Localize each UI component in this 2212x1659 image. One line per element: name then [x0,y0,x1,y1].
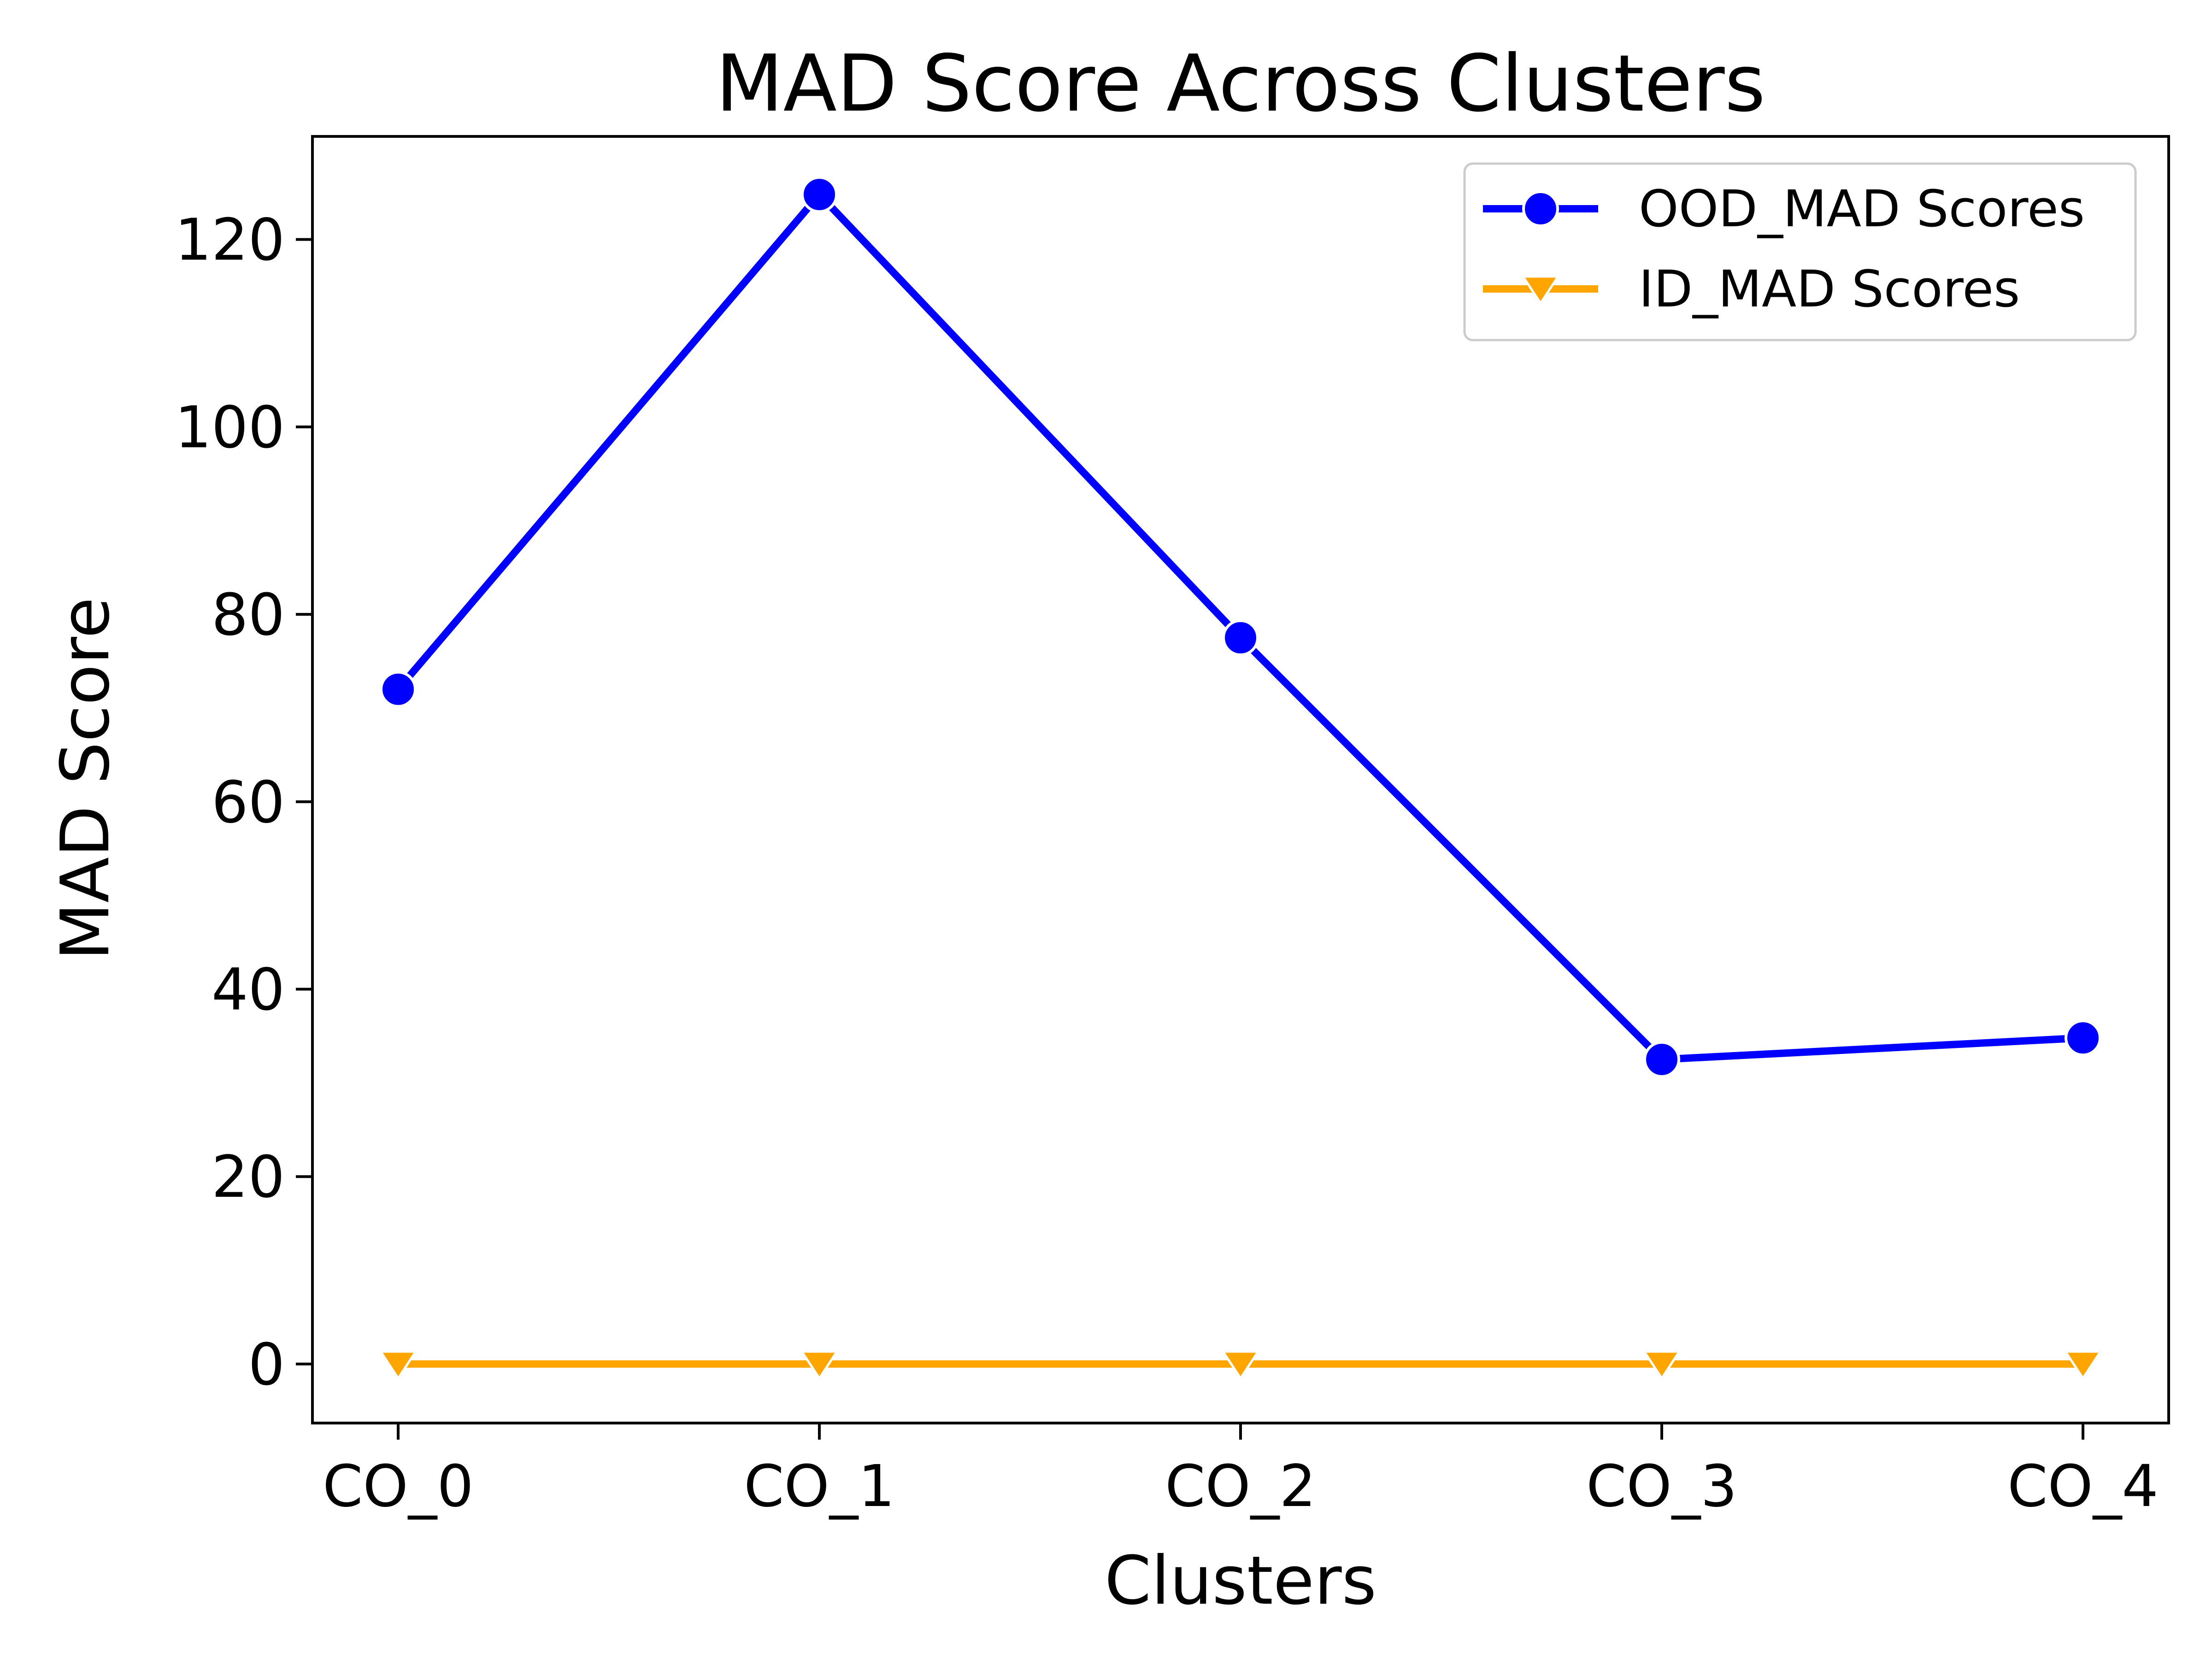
data-point-ood-mad-scores-2 [1222,619,1259,656]
legend-label-ood-mad-scores: OOD_MAD Scores [1639,179,2085,238]
data-point-id-mad-scores-3 [1642,1350,1682,1381]
axes: 0 20 40 60 80 100 120 CO_0 CO_1 CO_2 CO_3 CO_4 [175,135,2170,1520]
x-tick-label: CO_1 [744,1453,895,1520]
legend-marker-id-mad-scores [1521,275,1560,306]
legend-marker-ood-mad-scores [1522,190,1559,227]
y-tick-label: 80 [212,582,285,648]
chart-title: MAD Score Across Clusters [716,38,1765,129]
data-point-ood-mad-scores-0 [380,671,417,708]
data-point-id-mad-scores-1 [800,1350,839,1381]
y-tick-label: 40 [212,956,285,1023]
y-tick-label: 0 [248,1331,285,1398]
y-tick-label: 20 [212,1144,285,1211]
y-tick-label: 100 [175,394,285,461]
y-tick-label: 60 [212,769,285,836]
x-axis-label: Clusters [1105,1542,1377,1620]
x-tick-label: CO_4 [2007,1453,2159,1520]
data-point-ood-mad-scores-1 [801,176,838,213]
legend-label-id-mad-scores: ID_MAD Scores [1639,259,2020,318]
data-point-ood-mad-scores-3 [1643,1041,1680,1078]
data-point-id-mad-scores-0 [378,1350,418,1381]
data-point-ood-mad-scores-4 [2065,1019,2101,1057]
x-tick-label: CO_0 [323,1453,474,1520]
data-point-id-mad-scores-4 [2063,1350,2103,1381]
legend-box [1463,162,2137,341]
y-axis-label: MAD Score [47,597,124,960]
x-tick-label: CO_3 [1586,1453,1737,1520]
legend: OOD_MAD Scores ID_MAD Scores [1463,162,2137,341]
x-tick-label: CO_2 [1165,1453,1316,1520]
plot-area [378,176,2103,1381]
data-point-id-mad-scores-2 [1221,1350,1260,1381]
y-tick-label: 120 [175,207,285,274]
